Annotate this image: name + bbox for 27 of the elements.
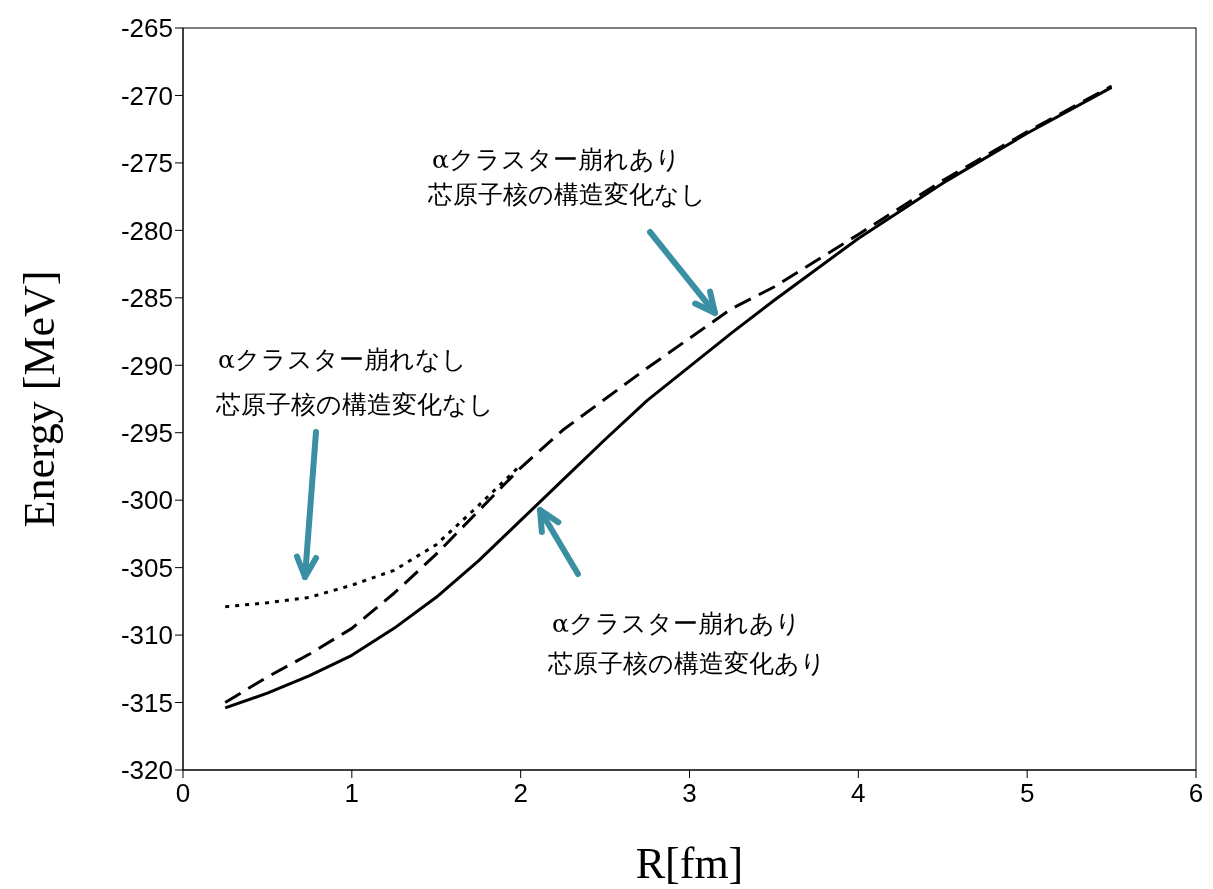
annotation: αクラスター崩れあり	[432, 145, 681, 174]
x-tick-label: 4	[851, 778, 866, 809]
x-axis-title: R[fm]	[635, 839, 744, 888]
x-tick-label: 6	[1188, 778, 1204, 809]
y-tick-label: -285	[120, 283, 173, 314]
annotation: 芯原子核の構造変化なし	[215, 390, 494, 419]
y-tick-label: -270	[120, 80, 173, 111]
y-tick-label: -275	[120, 148, 173, 179]
x-tick-label: 2	[513, 778, 528, 809]
y-tick-label: -320	[120, 755, 173, 786]
annotation: αクラスター崩れなし	[218, 345, 467, 374]
y-tick-label: -265	[120, 13, 173, 44]
y-axis-title: Energy [MeV]	[15, 270, 64, 528]
y-tick-label: -295	[120, 417, 173, 448]
y-tick-label: -310	[120, 620, 173, 651]
annotation: 芯原子核の構造変化あり	[547, 649, 826, 678]
annotation: 芯原子核の構造変化なし	[427, 180, 706, 209]
y-tick-label: -315	[120, 687, 173, 718]
y-tick-label: -300	[120, 485, 173, 516]
annotation: αクラスター崩れあり	[552, 609, 801, 638]
y-tick-label: -290	[120, 350, 173, 381]
y-tick-label: -305	[120, 552, 173, 583]
y-tick-label: -280	[120, 215, 173, 246]
x-tick-label: 1	[344, 778, 360, 809]
x-tick-label: 3	[682, 778, 697, 809]
x-tick-label: 5	[1019, 778, 1035, 809]
x-tick-label: 0	[175, 778, 191, 809]
